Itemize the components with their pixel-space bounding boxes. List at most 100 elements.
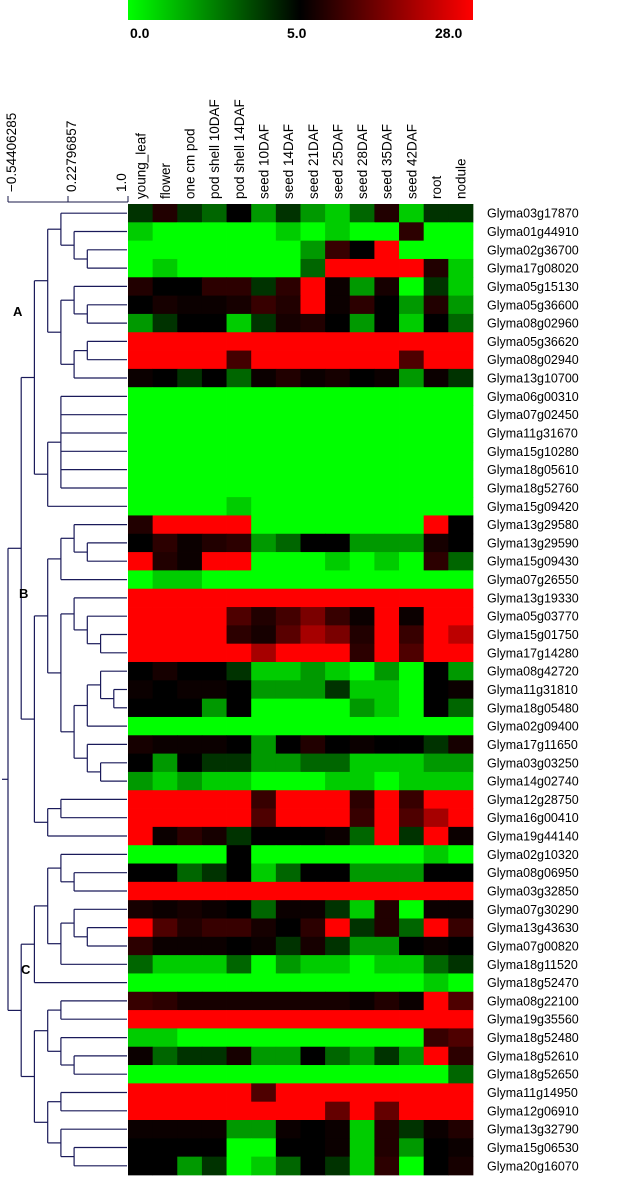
heatmap-cell xyxy=(152,826,178,846)
row-label: Glyma18g52470 xyxy=(487,976,579,990)
heatmap-cell xyxy=(325,368,351,388)
heatmap-cell xyxy=(226,442,252,461)
heatmap-cell xyxy=(275,497,301,516)
heatmap-cell xyxy=(349,808,375,828)
heatmap-cell xyxy=(374,387,400,406)
heatmap-cell xyxy=(201,1120,227,1139)
heatmap-cell xyxy=(300,1156,326,1176)
heatmap-cell xyxy=(448,790,474,809)
heatmap-cell xyxy=(399,863,425,883)
heatmap-cell xyxy=(399,442,425,461)
heatmap-cell xyxy=(152,277,178,296)
heatmap-cell xyxy=(300,1010,326,1029)
heatmap-cell xyxy=(349,240,375,260)
heatmap-cell xyxy=(448,204,474,223)
heatmap-cell xyxy=(152,808,178,828)
heatmap-cell xyxy=(349,497,375,516)
heatmap-cell xyxy=(177,753,203,773)
heatmap-cell xyxy=(325,753,351,773)
heatmap-cell xyxy=(300,423,326,443)
heatmap-cell xyxy=(251,1010,277,1029)
heatmap-cell xyxy=(152,607,178,626)
row-label: Glyma08g42720 xyxy=(487,665,579,679)
heatmap-cell xyxy=(374,313,400,333)
heatmap-cell xyxy=(448,1083,474,1103)
heatmap-cell xyxy=(152,1065,178,1084)
heatmap-cell xyxy=(128,350,154,370)
heatmap-cell xyxy=(300,515,326,535)
heatmap-cell xyxy=(275,991,301,1011)
heatmap-cell xyxy=(325,515,351,535)
heatmap-cell xyxy=(152,1010,178,1029)
heatmap-cell xyxy=(448,1101,474,1121)
heatmap-cell xyxy=(423,625,449,645)
heatmap-cell xyxy=(423,552,449,571)
heatmap-cell xyxy=(374,258,400,278)
heatmap-cell xyxy=(275,552,301,571)
heatmap-cell xyxy=(128,240,154,260)
column-label: young_leaf xyxy=(133,133,148,199)
row-label: Glyma15g09430 xyxy=(487,555,579,569)
heatmap-cell xyxy=(177,222,203,242)
heatmap-cell xyxy=(448,698,474,718)
row-label: Glyma19g35560 xyxy=(487,1013,579,1027)
heatmap-cell xyxy=(201,387,227,406)
heatmap-cell xyxy=(300,313,326,333)
row-label: Glyma17g14280 xyxy=(487,646,579,660)
heatmap-cell xyxy=(349,1083,375,1103)
heatmap-cell xyxy=(349,350,375,370)
heatmap-cell xyxy=(226,881,252,901)
heatmap-cell xyxy=(177,881,203,901)
heatmap-cell xyxy=(275,936,301,956)
heatmap-cell xyxy=(251,423,277,443)
heatmap-cell xyxy=(423,662,449,681)
heatmap-cell xyxy=(349,900,375,919)
heatmap-cell xyxy=(325,423,351,443)
heatmap-cell xyxy=(275,698,301,718)
heatmap-cell xyxy=(201,405,227,425)
heatmap-cell xyxy=(423,1065,449,1084)
heatmap-cell xyxy=(300,735,326,754)
heatmap-cell xyxy=(201,698,227,718)
heatmap-cell xyxy=(399,881,425,901)
heatmap-cell xyxy=(325,771,351,791)
heatmap-cell xyxy=(128,277,154,296)
heatmap-cell xyxy=(349,1010,375,1029)
heatmap-cell xyxy=(448,442,474,461)
heatmap-cell xyxy=(275,313,301,333)
heatmap-cell xyxy=(423,735,449,754)
heatmap-cell xyxy=(128,588,154,608)
heatmap-cell xyxy=(399,790,425,809)
heatmap-cell xyxy=(448,423,474,443)
heatmap-cell xyxy=(177,387,203,406)
heatmap-cell xyxy=(374,625,400,645)
heatmap-cell xyxy=(275,1083,301,1103)
heatmap-cell xyxy=(275,918,301,938)
heatmap-cell xyxy=(374,295,400,315)
heatmap-cell xyxy=(177,332,203,351)
heatmap-cell xyxy=(448,900,474,919)
heatmap-cell xyxy=(177,258,203,278)
heatmap-cell xyxy=(374,900,400,919)
heatmap-cell xyxy=(275,900,301,919)
heatmap-cell xyxy=(128,1083,154,1103)
heatmap-cell xyxy=(399,222,425,242)
heatmap-cell xyxy=(226,863,252,883)
heatmap-cell xyxy=(177,716,203,736)
heatmap-cell xyxy=(177,1120,203,1139)
heatmap-cell xyxy=(275,845,301,864)
heatmap-cell xyxy=(152,991,178,1011)
heatmap-cell xyxy=(275,460,301,480)
heatmap-cell xyxy=(177,680,203,700)
heatmap-cell xyxy=(399,845,425,864)
heatmap-cell xyxy=(423,1120,449,1139)
heatmap-cell xyxy=(275,277,301,296)
row-label: Glyma18g05610 xyxy=(487,463,579,477)
heatmap-cell xyxy=(251,698,277,718)
heatmap-cell xyxy=(177,515,203,535)
heatmap-cell xyxy=(448,1046,474,1066)
scale-label-max: 1.0 xyxy=(114,173,129,192)
heatmap-cell xyxy=(300,478,326,498)
row-label: Glyma03g32850 xyxy=(487,885,579,899)
heatmap-cell xyxy=(423,1101,449,1121)
